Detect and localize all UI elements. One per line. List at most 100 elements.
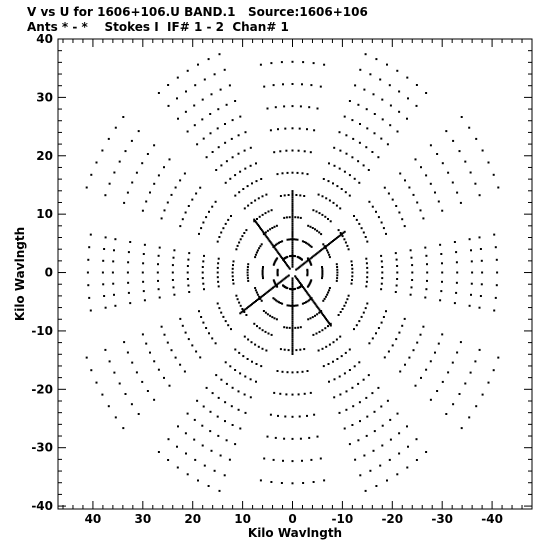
uv-point (127, 251, 130, 254)
uv-point (398, 452, 401, 455)
uv-point (364, 236, 367, 238)
uv-point (291, 287, 294, 290)
uv-point (441, 280, 443, 283)
uv-point (434, 351, 436, 354)
uv-point (312, 481, 315, 483)
uv-point (255, 162, 257, 165)
chart-title: V vs U for 1606+106.U BAND.1 Source:1606… (27, 5, 368, 19)
uv-point (296, 371, 299, 374)
uv-point (264, 234, 267, 237)
uv-point (322, 243, 325, 246)
uv-point (309, 280, 312, 283)
uv-point (224, 222, 227, 225)
uv-point (95, 381, 98, 384)
uv-point (332, 201, 335, 204)
uv-point (232, 264, 234, 267)
uv-point (264, 292, 267, 295)
uv-point (380, 137, 383, 140)
uv-point (377, 327, 380, 329)
uv-point (259, 227, 262, 230)
uv-point (409, 293, 412, 296)
uv-point (283, 326, 286, 329)
uv-point (344, 301, 347, 304)
uv-point (236, 298, 239, 301)
uv-point (229, 365, 232, 368)
uv-point (263, 85, 266, 88)
uv-point (303, 262, 306, 265)
uv-point (334, 238, 337, 240)
uv-point (441, 262, 443, 265)
uv-point (386, 479, 388, 482)
uv-point (350, 282, 353, 285)
uv-point (240, 311, 243, 314)
uv-point (425, 254, 428, 257)
uv-point (254, 287, 257, 289)
x-tick-label: 40 (85, 512, 102, 526)
uv-point (339, 149, 342, 152)
uv-point (271, 227, 274, 229)
uv-point (269, 228, 272, 231)
uv-point (211, 151, 214, 153)
uv-point (288, 238, 291, 241)
uv-point (455, 281, 458, 284)
uv-point (253, 218, 256, 221)
uv-point (305, 260, 308, 263)
y-tick-label: -30 (31, 441, 53, 455)
uv-point (181, 324, 184, 327)
uv-point (366, 240, 369, 243)
uv-point (327, 251, 330, 254)
uv-point (266, 435, 269, 438)
uv-point (339, 311, 342, 313)
uv-point (216, 415, 219, 418)
uv-point (127, 291, 130, 294)
uv-point (246, 271, 249, 274)
uv-point (294, 216, 297, 219)
uv-point (291, 293, 294, 296)
uv-point (89, 233, 92, 236)
uv-point (137, 130, 140, 133)
uv-point (291, 344, 294, 347)
uv-point (160, 217, 163, 220)
uv-point (358, 401, 361, 404)
uv-point (287, 194, 290, 196)
uv-point (439, 243, 442, 246)
uv-point (157, 368, 160, 371)
uv-point (336, 268, 339, 271)
uv-point (291, 285, 294, 288)
uv-point (311, 227, 314, 229)
uv-point (264, 311, 267, 314)
uv-point (225, 160, 228, 163)
uv-point (272, 245, 275, 248)
uv-point (257, 345, 260, 348)
uv-point (289, 238, 292, 241)
uv-point (264, 231, 267, 234)
uv-point (181, 218, 184, 221)
uv-point (474, 360, 477, 363)
uv-point (238, 241, 241, 244)
uv-point (272, 297, 275, 300)
uv-point (207, 485, 210, 487)
uv-point (348, 369, 351, 371)
uv-point (291, 261, 294, 264)
uv-point (262, 293, 265, 296)
uv-point (201, 271, 204, 274)
uv-point (267, 238, 270, 241)
uv-point (372, 449, 375, 452)
uv-point (268, 289, 271, 292)
uv-point (261, 271, 264, 274)
uv-point (257, 223, 260, 226)
uv-point (281, 279, 284, 282)
uv-point (411, 279, 414, 281)
uv-point (424, 246, 427, 249)
uv-point (171, 271, 174, 274)
uv-point (239, 238, 242, 241)
uv-point (315, 332, 318, 335)
uv-point (336, 277, 339, 280)
uv-point (146, 390, 149, 392)
uv-point (496, 271, 499, 274)
uv-point (163, 166, 165, 169)
uv-point (351, 271, 354, 274)
uv-point (354, 458, 357, 461)
uv-point (184, 211, 187, 214)
uv-point (197, 479, 199, 482)
